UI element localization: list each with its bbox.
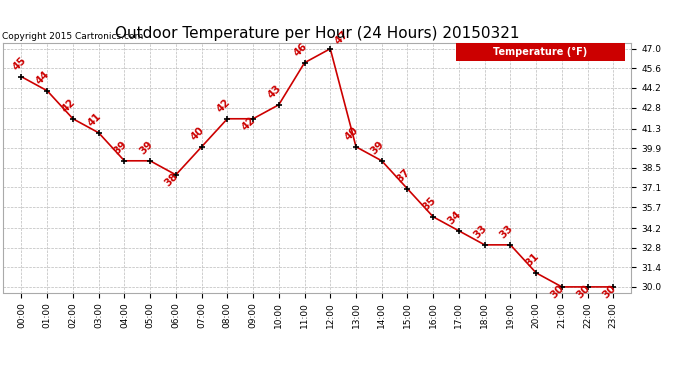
Text: 42: 42 [60, 97, 77, 115]
Text: 30: 30 [549, 284, 566, 301]
Text: 44: 44 [34, 69, 52, 87]
Text: 43: 43 [266, 83, 284, 100]
Text: 31: 31 [523, 251, 540, 268]
Text: 40: 40 [343, 125, 361, 142]
Text: 30: 30 [575, 284, 592, 301]
Text: 39: 39 [137, 140, 155, 157]
Text: 45: 45 [11, 55, 28, 72]
Text: 38: 38 [163, 171, 180, 189]
Text: 42: 42 [240, 116, 257, 133]
Text: 37: 37 [395, 167, 412, 184]
Text: 35: 35 [420, 195, 437, 213]
Text: 40: 40 [189, 125, 206, 142]
Text: 39: 39 [369, 140, 386, 157]
Text: 30: 30 [600, 284, 618, 301]
Text: Copyright 2015 Cartronics.com: Copyright 2015 Cartronics.com [2, 32, 144, 40]
Text: 42: 42 [215, 97, 232, 115]
Title: Outdoor Temperature per Hour (24 Hours) 20150321: Outdoor Temperature per Hour (24 Hours) … [115, 26, 520, 40]
Text: 46: 46 [292, 41, 309, 58]
Text: 47: 47 [333, 28, 351, 46]
Text: 33: 33 [472, 224, 489, 241]
Text: 39: 39 [112, 140, 129, 157]
Text: 33: 33 [497, 224, 515, 241]
Text: 41: 41 [86, 111, 104, 129]
Text: 34: 34 [446, 209, 464, 226]
